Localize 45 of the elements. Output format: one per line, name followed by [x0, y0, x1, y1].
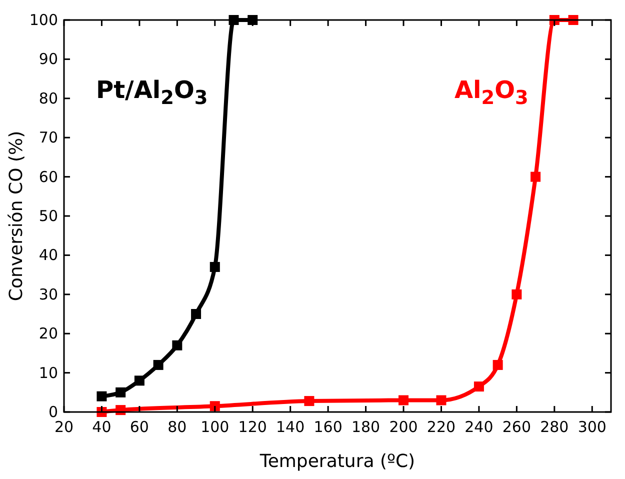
- y-tick-label: 60: [38, 168, 58, 186]
- point: [398, 395, 409, 406]
- y-tick-label: 70: [38, 128, 58, 147]
- y-tick-label: 0: [48, 403, 58, 421]
- series-label: Pt/Al$_{2}$O$_{3}$: [96, 76, 208, 109]
- y-tick-label: 30: [38, 285, 58, 304]
- x-tick-label: 280: [540, 418, 569, 436]
- point: [116, 387, 126, 398]
- point: [191, 309, 202, 319]
- series-label: Al$_{2}$O$_{3}$: [454, 76, 528, 109]
- point: [210, 262, 220, 272]
- y-tick-label: 90: [38, 50, 58, 68]
- point: [134, 376, 144, 386]
- x-tick-label: 180: [351, 418, 380, 436]
- x-tick-label: 100: [200, 418, 230, 436]
- point: [210, 401, 220, 412]
- x-tick-label: 80: [168, 418, 187, 436]
- point: [153, 360, 164, 370]
- point: [436, 395, 446, 406]
- x-tick-label: 220: [426, 418, 456, 436]
- x-tick-label: 40: [92, 418, 112, 436]
- y-tick-label: 50: [38, 207, 58, 225]
- point: [172, 340, 182, 350]
- y-tick-label: 20: [38, 324, 58, 343]
- y-axis-title: Conversión CO (%): [6, 130, 27, 302]
- x-tick-label: 20: [54, 418, 74, 436]
- x-tick-label: 200: [389, 418, 418, 436]
- point: [530, 172, 541, 182]
- x-tick-label: 300: [578, 418, 606, 436]
- y-tick-label: 100: [29, 11, 58, 29]
- x-tick-label: 60: [130, 418, 149, 436]
- point: [96, 391, 107, 402]
- y-tick-label: 10: [38, 364, 58, 382]
- x-tick-label: 260: [502, 418, 532, 436]
- x-tick-label: 160: [314, 418, 342, 436]
- y-tick-label: 40: [38, 246, 58, 264]
- y-tick-label: 80: [38, 89, 58, 108]
- point: [304, 396, 314, 406]
- point: [474, 382, 484, 392]
- x-tick-label: 240: [464, 418, 494, 436]
- x-axis-title: Temperatura (ºC): [258, 451, 416, 472]
- x-tick-label: 140: [276, 418, 305, 436]
- point: [492, 360, 503, 370]
- point: [512, 289, 522, 300]
- x-tick-label: 120: [238, 418, 267, 436]
